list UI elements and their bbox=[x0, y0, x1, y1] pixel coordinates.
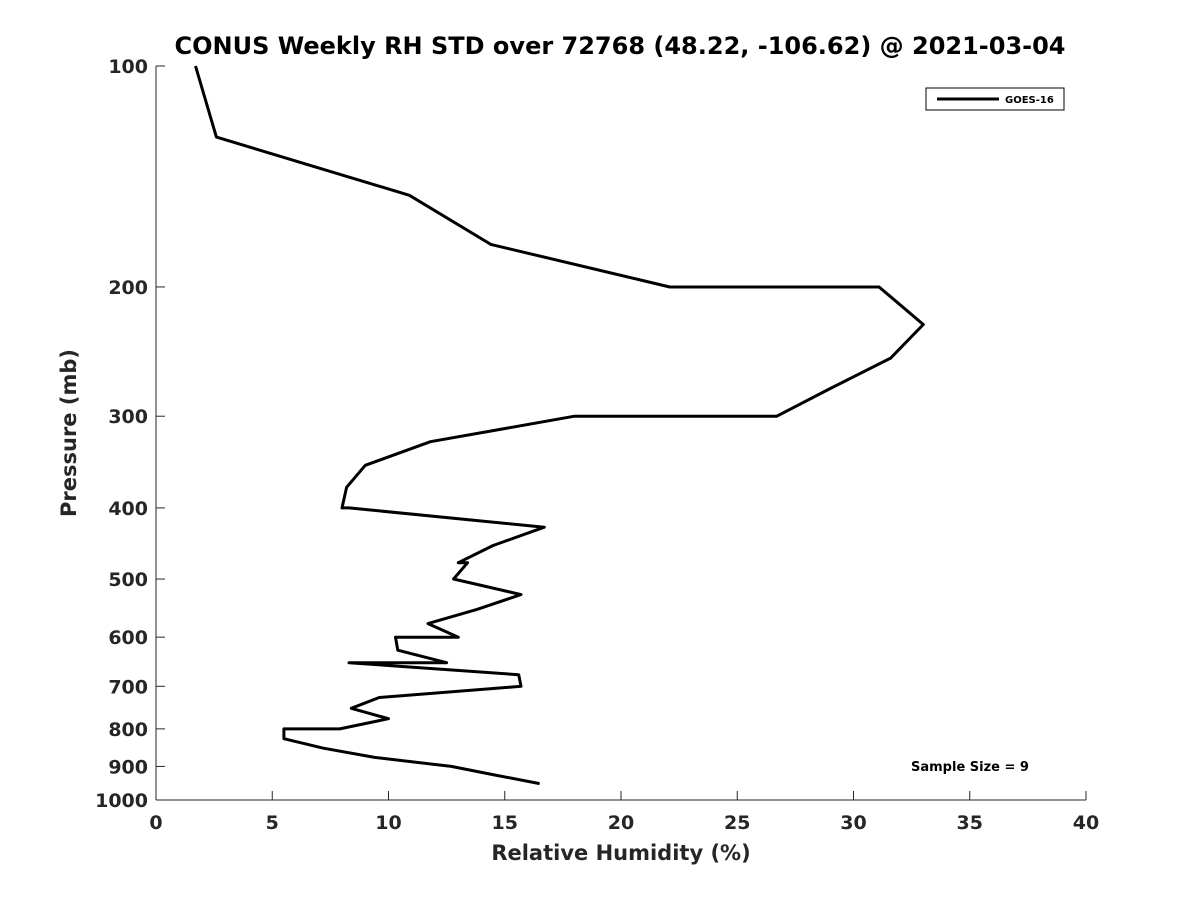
chart-title: CONUS Weekly RH STD over 72768 (48.22, -… bbox=[174, 32, 1065, 60]
y-tick-label: 600 bbox=[108, 627, 148, 649]
x-tick-label: 10 bbox=[375, 812, 401, 834]
y-tick-label: 100 bbox=[108, 56, 148, 78]
y-ticks: 100 200 300 400 500 600 700 800 900 1000 bbox=[95, 56, 165, 812]
legend-label: GOES-16 bbox=[1005, 95, 1054, 106]
legend: GOES-16 bbox=[925, 87, 1065, 111]
x-tick-label: 20 bbox=[608, 812, 634, 834]
y-tick-label: 300 bbox=[108, 406, 148, 428]
x-tick-label: 30 bbox=[840, 812, 866, 834]
x-tick-label: 15 bbox=[492, 812, 518, 834]
x-axis-label: Relative Humidity (%) bbox=[491, 841, 750, 865]
series-layer bbox=[194, 65, 925, 786]
y-tick-label: 1000 bbox=[95, 790, 148, 812]
series-line-1 bbox=[194, 65, 925, 786]
sample-size-annotation: Sample Size = 9 bbox=[911, 760, 1029, 775]
x-tick-label: 5 bbox=[266, 812, 279, 834]
x-tick-label: 0 bbox=[149, 812, 162, 834]
x-tick-label: 40 bbox=[1073, 812, 1099, 834]
x-tick-label: 25 bbox=[724, 812, 750, 834]
y-tick-label: 200 bbox=[108, 277, 148, 299]
y-tick-label: 500 bbox=[108, 569, 148, 591]
x-ticks: 0 5 10 15 20 25 30 35 40 bbox=[149, 791, 1099, 834]
y-axis-label: Pressure (mb) bbox=[57, 349, 81, 517]
y-tick-label: 400 bbox=[108, 498, 148, 520]
y-tick-label: 800 bbox=[108, 719, 148, 741]
y-tick-label: 700 bbox=[108, 676, 148, 698]
y-tick-label: 900 bbox=[108, 756, 148, 778]
x-tick-label: 35 bbox=[957, 812, 983, 834]
